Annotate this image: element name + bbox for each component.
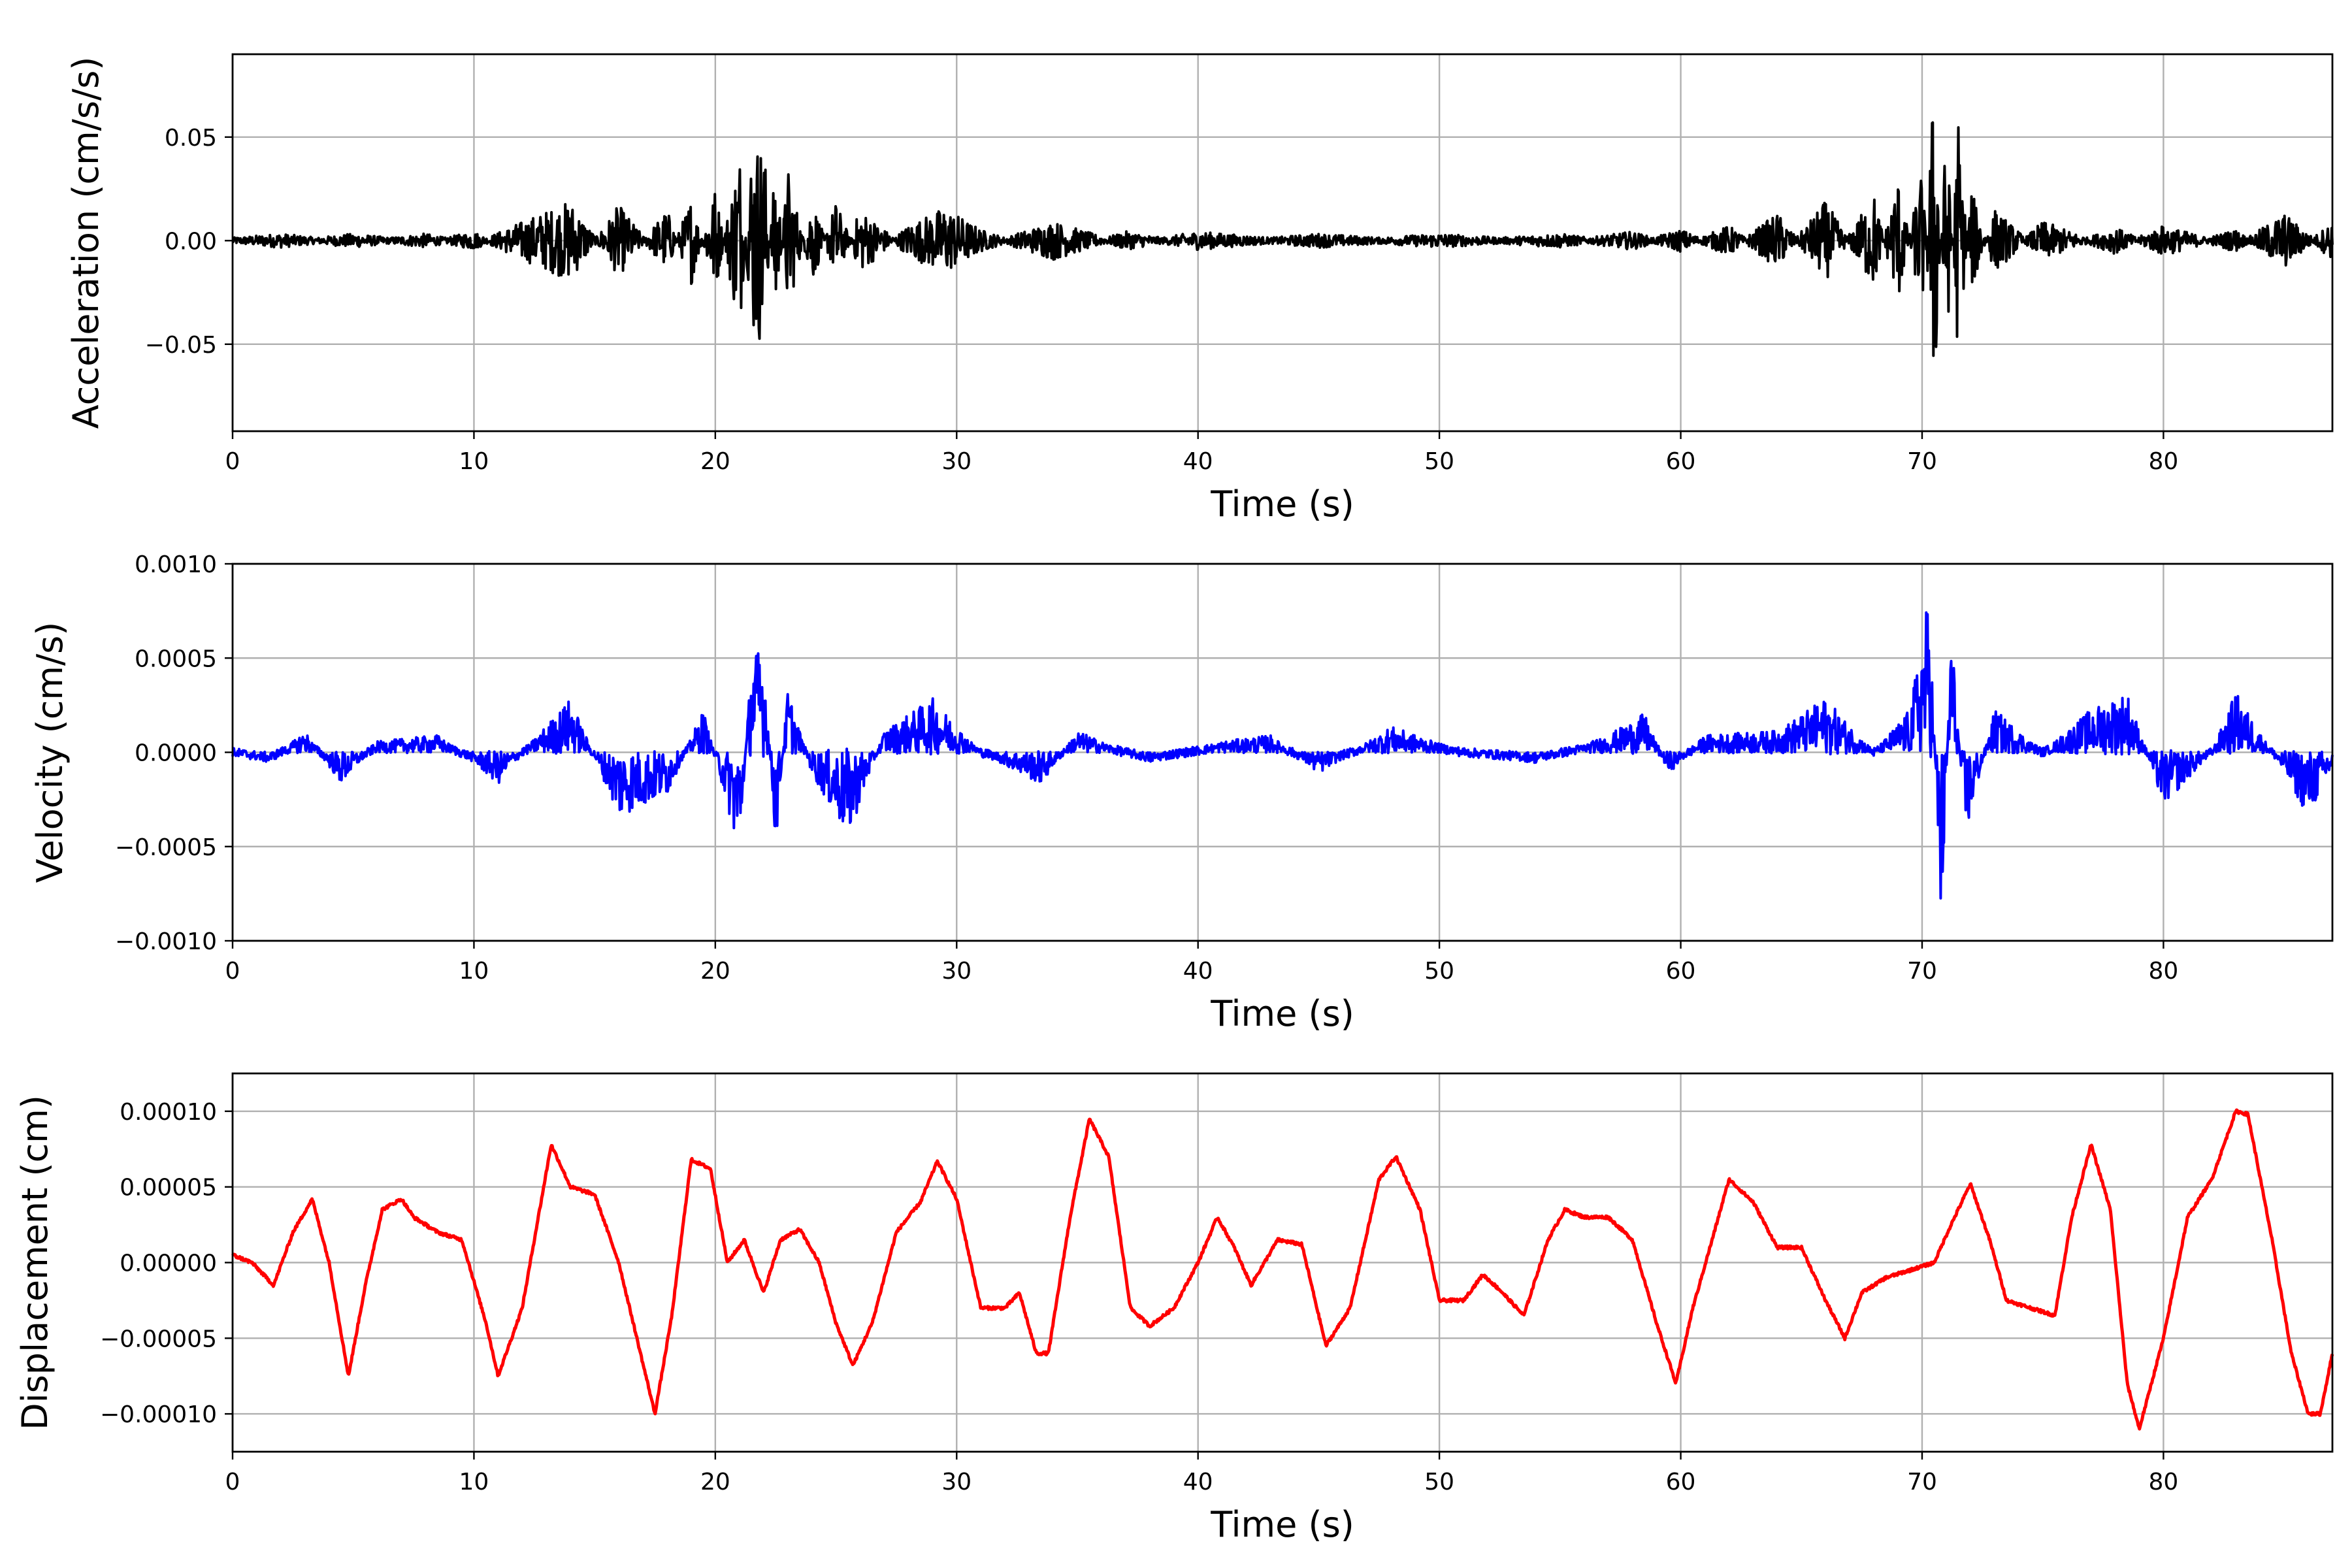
data-series-line [231,121,2334,357]
x-tick-label: 80 [2148,448,2178,475]
chart-panel-3: 0 10 20 30 40 50 60 70 80 −0.00010 −0.00005 0.00000… [14,1072,2334,1545]
x-tick-label: 0 [225,1469,240,1495]
y-tick-label: 0.00 [165,228,217,255]
y-axis-label: Displacement (cm) [14,1095,56,1430]
x-tick-label: 50 [1424,958,1454,985]
x-tick-label: 20 [700,958,730,985]
x-tick-label: 40 [1183,448,1213,475]
x-tick-label: 10 [459,1469,489,1495]
x-tick-label: 0 [225,958,240,985]
x-tick-label: 70 [1907,958,1937,985]
x-tick-label: 50 [1424,448,1454,475]
x-tick-label: 60 [1666,1469,1696,1495]
x-tick-label: 60 [1666,958,1696,985]
y-tick-label: 0.00000 [120,1250,217,1277]
y-tick-label: 0.0005 [135,645,217,672]
x-tick-label: 70 [1907,1469,1937,1495]
x-tick-label: 10 [459,448,489,475]
y-tick-label: −0.05 [145,332,217,359]
y-tick-label: −0.0010 [115,928,217,955]
y-tick-label: 0.00010 [120,1099,217,1126]
data-series-line [231,1108,2334,1431]
x-axis-label: Time (s) [1210,1504,1354,1545]
x-axis-label: Time (s) [1210,483,1354,525]
x-tick-label: 20 [700,448,730,475]
x-tick-label: 40 [1183,1469,1213,1495]
x-tick-label: 30 [941,448,972,475]
chart-panel-2: 0 10 20 30 40 50 60 70 80 −0.0010 −0.0005 0.0000 0.0… [29,551,2334,1034]
y-tick-label: 0.05 [165,125,217,152]
x-tick-label: 20 [700,1469,730,1495]
x-tick-label: 80 [2148,958,2178,985]
y-tick-label: −0.0005 [115,834,217,861]
x-axis-label: Time (s) [1210,993,1354,1034]
x-tick-label: 30 [941,958,972,985]
axes-frame [231,53,2334,433]
x-tick-label: 80 [2148,1469,2178,1495]
x-tick-label: 10 [459,958,489,985]
y-axis-label: Acceleration (cm/s/s) [65,57,106,429]
x-tick-label: 40 [1183,958,1213,985]
chart-panel-1: 0 10 20 30 40 50 60 70 80 −0.05 0.00 0.05 Time (s) Ac… [65,53,2334,525]
x-tick-label: 0 [225,448,240,475]
y-axis-label: Velocity (cm/s) [29,622,71,883]
x-tick-label: 30 [941,1469,972,1495]
y-tick-label: 0.00005 [120,1175,217,1201]
y-tick-label: 0.0010 [135,551,217,578]
x-tick-label: 70 [1907,448,1937,475]
y-tick-label: 0.0000 [135,740,217,767]
data-series-line [231,611,2334,900]
y-tick-label: −0.00005 [100,1326,217,1352]
x-tick-label: 50 [1424,1469,1454,1495]
x-tick-label: 60 [1666,448,1696,475]
y-tick-label: −0.00010 [100,1401,217,1428]
